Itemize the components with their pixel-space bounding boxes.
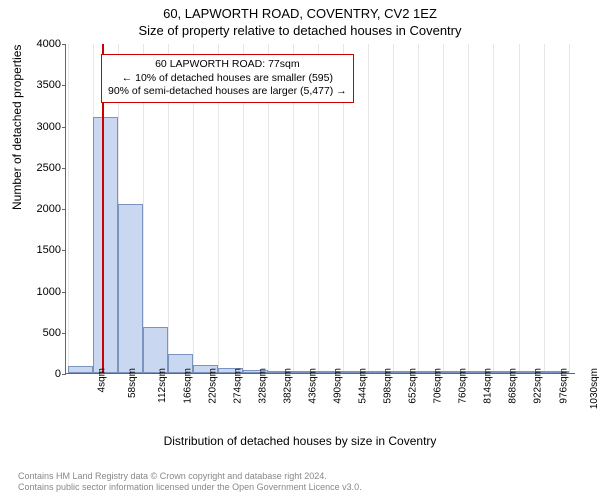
x-tick-label: 922sqm — [533, 368, 544, 404]
x-tick-label: 220sqm — [208, 368, 219, 404]
x-tick-label: 328sqm — [258, 368, 269, 404]
chart-area: 050010001500200025003000350040004sqm58sq… — [65, 44, 575, 374]
gridline-v — [393, 44, 394, 373]
footer-attribution: Contains HM Land Registry data © Crown c… — [18, 471, 362, 494]
x-tick-label: 490sqm — [333, 368, 344, 404]
histogram-bar — [68, 366, 93, 373]
x-tick-label: 166sqm — [183, 368, 194, 404]
page-subtitle: Size of property relative to detached ho… — [0, 23, 600, 38]
x-tick-label: 706sqm — [433, 368, 444, 404]
annotation-line-1: 60 LAPWORTH ROAD: 77sqm — [108, 58, 347, 72]
gridline-v — [418, 44, 419, 373]
footer-line-2: Contains public sector information licen… — [18, 482, 362, 494]
x-axis-label: Distribution of detached houses by size … — [0, 434, 600, 448]
x-tick-label: 436sqm — [308, 368, 319, 404]
x-tick-label: 544sqm — [358, 368, 369, 404]
x-tick-label: 868sqm — [508, 368, 519, 404]
y-tick-mark — [62, 374, 66, 375]
annotation-line-3: 90% of semi-detached houses are larger (… — [108, 85, 347, 99]
y-tick-mark — [62, 333, 66, 334]
y-tick-label: 1500 — [21, 244, 61, 256]
y-tick-mark — [62, 168, 66, 169]
histogram-bar — [93, 117, 118, 373]
y-tick-mark — [62, 44, 66, 45]
y-tick-label: 2500 — [21, 162, 61, 174]
x-tick-label: 760sqm — [458, 368, 469, 404]
gridline-v — [68, 44, 69, 373]
y-tick-label: 3500 — [21, 79, 61, 91]
y-tick-mark — [62, 85, 66, 86]
gridline-v — [493, 44, 494, 373]
x-tick-label: 112sqm — [157, 368, 168, 403]
y-tick-label: 0 — [21, 368, 61, 380]
y-tick-mark — [62, 292, 66, 293]
x-tick-label: 1030sqm — [589, 368, 600, 409]
x-tick-label: 382sqm — [283, 368, 294, 404]
footer-line-1: Contains HM Land Registry data © Crown c… — [18, 471, 362, 483]
page-title: 60, LAPWORTH ROAD, COVENTRY, CV2 1EZ — [0, 0, 600, 21]
annotation-box: 60 LAPWORTH ROAD: 77sqm ← 10% of detache… — [101, 54, 354, 103]
y-tick-mark — [62, 127, 66, 128]
gridline-v — [569, 44, 570, 373]
x-tick-label: 274sqm — [233, 368, 244, 404]
x-tick-label: 652sqm — [408, 368, 419, 404]
annotation-line-2: ← 10% of detached houses are smaller (59… — [108, 72, 347, 86]
histogram-bar — [143, 327, 168, 373]
x-tick-label: 58sqm — [127, 368, 138, 398]
x-tick-label: 814sqm — [483, 368, 494, 404]
gridline-v — [368, 44, 369, 373]
x-tick-label: 4sqm — [96, 368, 107, 392]
gridline-v — [519, 44, 520, 373]
y-tick-label: 500 — [21, 327, 61, 339]
gridline-v — [544, 44, 545, 373]
y-tick-label: 1000 — [21, 286, 61, 298]
gridline-v — [468, 44, 469, 373]
gridline-v — [443, 44, 444, 373]
x-tick-label: 976sqm — [558, 368, 569, 404]
y-tick-label: 3000 — [21, 121, 61, 133]
y-tick-mark — [62, 250, 66, 251]
y-tick-mark — [62, 209, 66, 210]
x-tick-label: 598sqm — [383, 368, 394, 404]
y-tick-label: 2000 — [21, 203, 61, 215]
histogram-bar — [118, 204, 143, 373]
y-tick-label: 4000 — [21, 38, 61, 50]
